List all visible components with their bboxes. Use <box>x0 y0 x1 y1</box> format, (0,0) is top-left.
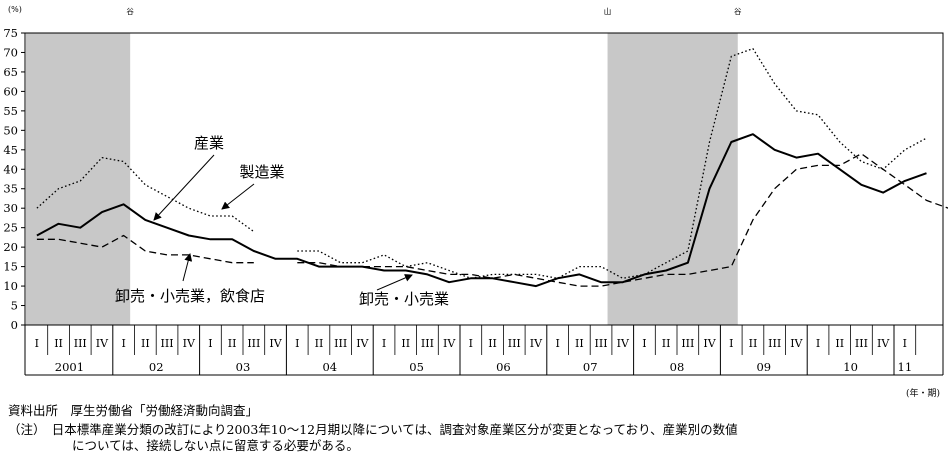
x-quarter-label: II <box>141 337 150 350</box>
annotation-label-3: 卸売・小売業 <box>359 290 449 308</box>
x-quarter-label: III <box>421 337 434 350</box>
x-year-label-03: 03 <box>236 360 251 374</box>
x-year-label-07: 07 <box>583 360 598 374</box>
x-quarter-label: III <box>508 337 521 350</box>
y-tick-label-15: 15 <box>3 260 18 274</box>
y-tick-label-10: 10 <box>3 279 18 293</box>
y-tick-label-55: 55 <box>3 104 18 118</box>
x-quarter-label: I <box>469 337 473 350</box>
y-tick-label-35: 35 <box>3 182 18 196</box>
x-year-label-11: 11 <box>898 360 913 374</box>
footnote-line-1: （注） 日本標準産業分類の改訂により2003年10～12月期以降については、調査… <box>8 422 738 437</box>
x-quarter-label: IV <box>703 337 716 350</box>
x-quarter-label: II <box>315 337 324 350</box>
x-year-label-02: 02 <box>149 360 164 374</box>
y-tick-label-65: 65 <box>3 65 18 79</box>
x-year-label-10: 10 <box>843 360 858 374</box>
recession-band-1 <box>607 33 738 325</box>
y-tick-label-25: 25 <box>3 221 18 235</box>
x-quarter-label: I <box>642 337 646 350</box>
y-tick-label-60: 60 <box>3 84 18 98</box>
recession-shading-group <box>26 33 738 325</box>
y-tick-label-20: 20 <box>3 240 18 254</box>
x-year-label-08: 08 <box>670 360 685 374</box>
x-quarter-label: IV <box>877 337 890 350</box>
x-quarter-label: IV <box>530 337 543 350</box>
series-group <box>36 47 948 288</box>
annotation-label-0: 産業 <box>194 134 224 152</box>
x-quarter-label: III <box>681 337 694 350</box>
x-quarter-label: I <box>382 337 386 350</box>
plot-frame <box>24 32 944 326</box>
y-tick-label-5: 5 <box>11 299 18 313</box>
x-quarter-label: IV <box>617 337 630 350</box>
x-quarter-label: II <box>401 337 410 350</box>
x-quarter-label: III <box>768 337 781 350</box>
x-year-label-06: 06 <box>496 360 511 374</box>
x-quarter-label: III <box>161 337 174 350</box>
x-year-label-05: 05 <box>409 360 424 374</box>
x-quarter-label: IV <box>269 337 282 350</box>
period-label: (年・期) <box>906 387 940 399</box>
source-note: 資料出所 厚生労働省「労働経済動向調査」 <box>8 403 259 418</box>
x-quarter-label: III <box>334 337 347 350</box>
x-year-label-04: 04 <box>322 360 337 374</box>
x-quarter-label: II <box>662 337 671 350</box>
annotation-arrow-0 <box>153 154 215 221</box>
x-quarter-label: I <box>35 337 39 350</box>
annotation-arrow-3 <box>376 274 413 291</box>
x-quarter-label: I <box>555 337 559 350</box>
series-line-0-0 <box>36 133 927 288</box>
x-quarter-label: III <box>74 337 87 350</box>
x-quarter-label: IV <box>790 337 803 350</box>
y-tick-label-30: 30 <box>3 201 18 215</box>
y-tick-label-75: 75 <box>3 26 18 40</box>
annotation-label-2: 卸売・小売業，飲食店 <box>115 287 265 305</box>
x-quarter-label: III <box>595 337 608 350</box>
x-quarter-label: II <box>575 337 584 350</box>
x-quarter-label: IV <box>356 337 369 350</box>
x-quarter-label: II <box>835 337 844 350</box>
series-line-1-1 <box>297 47 927 279</box>
annotation-arrow-2 <box>182 253 193 282</box>
x-quarter-label: I <box>816 337 820 350</box>
turning-point-label-2: 谷 <box>734 7 742 16</box>
x-quarter-label: I <box>295 337 299 350</box>
annotation-arrow-1 <box>221 183 255 210</box>
x-year-label-2001: 2001 <box>55 360 84 374</box>
x-quarter-label: I <box>903 337 907 350</box>
annotation-label-1: 製造業 <box>239 163 284 181</box>
x-quarter-label: I <box>121 337 125 350</box>
series-line-1-0 <box>36 156 255 233</box>
y-tick-label-70: 70 <box>3 45 18 59</box>
recession-band-0 <box>26 33 131 325</box>
y-tick-label-50: 50 <box>3 123 18 137</box>
x-quarter-label: II <box>749 337 758 350</box>
x-quarter-label: IV <box>443 337 456 350</box>
footnote-line-2: については、接続しない点に留意する必要がある。 <box>72 438 359 453</box>
y-axis: 0 5 10 15 20 25 30 35 40 45 50 55 60 65 70 75 <box>3 26 25 332</box>
turning-point-label-0: 谷 <box>126 7 134 16</box>
series-line-3-0 <box>297 153 948 287</box>
plot-border <box>24 32 944 326</box>
x-quarter-label: III <box>247 337 260 350</box>
x-quarter-label: I <box>729 337 733 350</box>
y-tick-label-40: 40 <box>3 162 18 176</box>
x-quarter-label: II <box>228 337 237 350</box>
series-line-2-0 <box>36 234 254 264</box>
x-quarter-label: II <box>488 337 497 350</box>
y-unit-label: (%) <box>8 5 22 14</box>
turning-point-label-1: 山 <box>604 6 612 16</box>
x-quarter-label: II <box>54 337 63 350</box>
x-quarter-label: I <box>208 337 212 350</box>
y-tick-label-45: 45 <box>3 143 18 157</box>
x-year-label-09: 09 <box>756 360 771 374</box>
x-quarter-label: III <box>855 337 868 350</box>
y-tick-label-0: 0 <box>11 318 18 332</box>
x-quarter-label: IV <box>183 337 196 350</box>
x-quarter-label: IV <box>96 337 109 350</box>
